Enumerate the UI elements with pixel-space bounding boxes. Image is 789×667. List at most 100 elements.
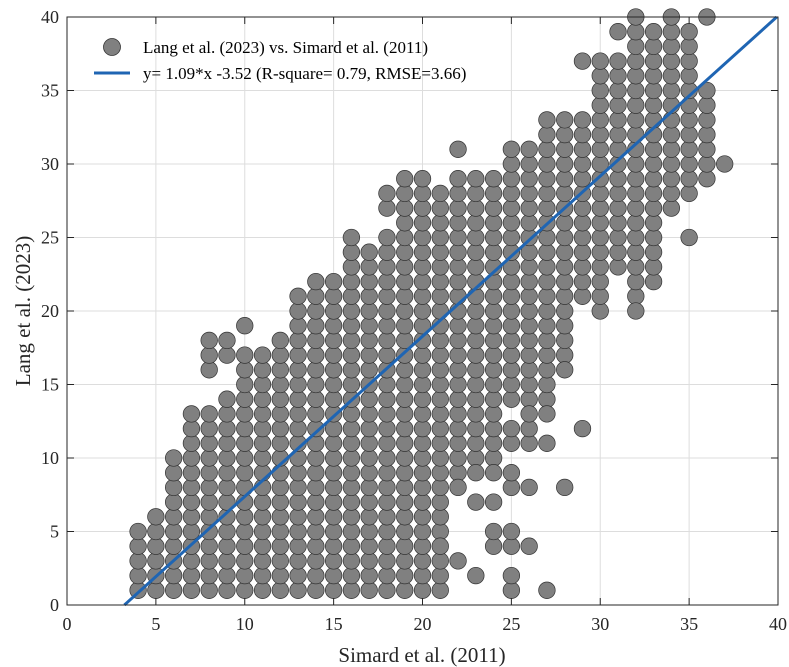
data-point <box>289 552 307 570</box>
data-point <box>573 214 592 232</box>
data-point <box>644 23 663 41</box>
data-point <box>573 52 592 70</box>
data-point <box>484 199 503 217</box>
data-point <box>182 552 201 570</box>
data-point <box>324 464 343 482</box>
data-point <box>324 331 343 350</box>
data-point <box>644 243 663 261</box>
data-point <box>431 228 449 247</box>
data-point <box>680 67 698 85</box>
data-point <box>484 419 503 438</box>
data-point <box>627 214 645 232</box>
data-point <box>236 522 254 541</box>
data-point <box>396 508 414 526</box>
data-point <box>662 199 680 217</box>
data-point <box>307 375 325 394</box>
data-point <box>378 522 396 541</box>
data-point <box>556 331 574 350</box>
data-point <box>342 317 361 335</box>
data-point <box>449 170 467 188</box>
data-point <box>342 361 361 379</box>
data-point <box>591 52 609 70</box>
data-point <box>342 449 361 467</box>
x-tick-label: 25 <box>502 614 520 634</box>
data-point <box>342 508 361 526</box>
data-point <box>324 361 343 379</box>
data-point <box>591 199 609 217</box>
data-point <box>484 537 503 555</box>
data-point <box>662 52 680 70</box>
data-point <box>538 155 556 173</box>
data-point <box>627 170 645 188</box>
y-tick-label: 10 <box>41 448 59 468</box>
data-point <box>164 581 183 599</box>
data-point <box>449 331 467 350</box>
data-point <box>342 346 361 364</box>
data-point <box>271 331 289 350</box>
data-point <box>644 258 663 276</box>
data-point <box>271 405 289 423</box>
data-point <box>289 287 307 305</box>
data-point <box>413 346 432 364</box>
data-point <box>449 214 467 232</box>
data-point <box>591 111 609 129</box>
data-point <box>591 258 609 276</box>
data-point <box>644 184 663 203</box>
data-point <box>467 419 485 438</box>
data-point <box>591 67 609 85</box>
data-point <box>431 375 449 394</box>
data-point <box>324 449 343 467</box>
y-tick-label: 25 <box>41 228 59 248</box>
data-point <box>484 493 503 511</box>
data-point <box>413 552 432 570</box>
data-point <box>218 581 236 599</box>
data-point <box>662 111 680 129</box>
data-point <box>360 419 378 438</box>
data-point <box>662 155 680 173</box>
data-point <box>200 464 218 482</box>
data-point <box>431 214 449 232</box>
data-point <box>253 390 272 408</box>
data-point <box>200 419 218 438</box>
data-point <box>520 317 538 335</box>
data-point <box>182 434 201 452</box>
data-point <box>396 537 414 555</box>
data-point <box>538 287 556 305</box>
data-point <box>449 552 467 570</box>
data-point <box>413 243 432 261</box>
x-tick-labels: 0 5 10 15 20 25 30 35 40 <box>63 614 788 634</box>
data-point <box>556 155 574 173</box>
data-point <box>538 272 556 291</box>
data-point <box>360 287 378 305</box>
data-point <box>200 478 218 497</box>
data-point <box>253 419 272 438</box>
y-axis-label: Lang et al. (2023) <box>11 236 35 386</box>
data-point <box>307 317 325 335</box>
data-point <box>520 140 538 158</box>
data-point <box>342 464 361 482</box>
data-point <box>360 390 378 408</box>
data-point <box>431 522 449 541</box>
data-point <box>289 566 307 585</box>
data-point <box>520 184 538 203</box>
data-point <box>289 508 307 526</box>
data-point <box>680 228 698 247</box>
data-point <box>200 537 218 555</box>
legend-label-fit-line: y= 1.09*x -3.52 (R-square= 0.79, RMSE=3.… <box>143 64 466 83</box>
data-point <box>360 537 378 555</box>
data-point <box>573 155 592 173</box>
data-point <box>289 478 307 497</box>
data-point <box>431 434 449 452</box>
data-point <box>342 243 361 261</box>
data-point <box>627 23 645 41</box>
x-axis-label: Simard et al. (2011) <box>338 643 505 667</box>
data-point <box>431 331 449 350</box>
data-point <box>662 140 680 158</box>
data-point <box>236 346 254 364</box>
data-point <box>520 272 538 291</box>
data-point <box>413 375 432 394</box>
data-point <box>556 228 574 247</box>
data-point <box>360 478 378 497</box>
data-point <box>342 405 361 423</box>
data-point <box>698 111 716 129</box>
